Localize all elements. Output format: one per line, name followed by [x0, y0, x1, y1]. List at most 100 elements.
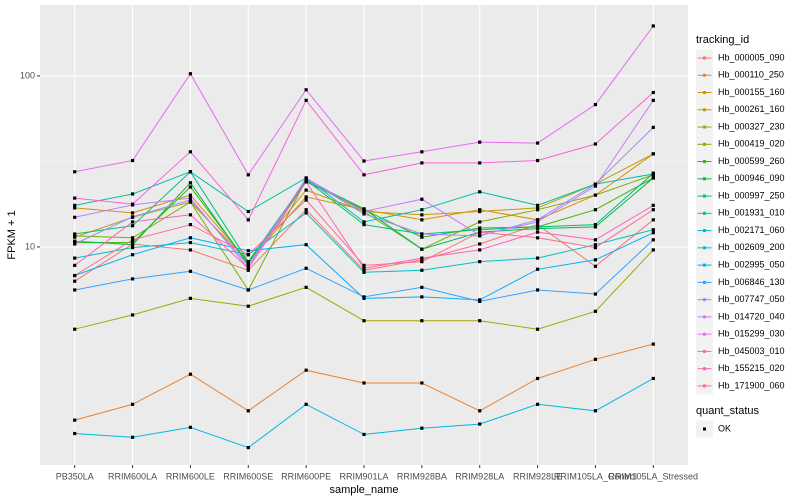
legend: tracking_id Hb_000005_090 Hb_000110_250 Hb_… — [696, 34, 785, 438]
legend-point — [703, 280, 706, 284]
data-point — [478, 190, 482, 194]
legend-label: Hb_000419_020 — [718, 139, 785, 149]
legend-label: Hb_000997_250 — [718, 190, 785, 200]
data-point — [304, 88, 308, 92]
data-point — [478, 161, 482, 165]
data-point — [420, 235, 424, 239]
data-point — [651, 24, 655, 28]
data-point — [420, 258, 424, 262]
data-point — [651, 342, 655, 346]
data-point — [188, 223, 193, 227]
data-point — [478, 209, 482, 214]
data-point — [362, 263, 366, 267]
data-point — [535, 402, 540, 406]
data-point — [420, 218, 424, 222]
legend-title: quant_status — [696, 405, 759, 417]
data-point — [593, 184, 598, 188]
data-point — [420, 256, 424, 260]
legend-label: Hb_000110_250 — [718, 70, 784, 80]
data-point — [188, 193, 193, 197]
data-point — [362, 223, 366, 227]
data-point — [304, 211, 308, 215]
data-point — [420, 208, 424, 212]
legend-point — [703, 108, 706, 112]
data-point — [130, 211, 135, 215]
data-point — [535, 220, 540, 224]
data-point — [593, 309, 598, 313]
data-point — [593, 182, 598, 186]
data-point — [478, 226, 482, 230]
legend-label: Hb_000261_160 — [718, 104, 785, 114]
data-point — [478, 409, 482, 413]
data-point — [362, 209, 366, 214]
data-point — [73, 242, 77, 246]
legend-point — [703, 177, 706, 181]
data-point — [478, 233, 482, 237]
legend-point — [703, 125, 706, 129]
legend-label: Hb_155215_020 — [718, 363, 785, 373]
data-point — [130, 238, 135, 242]
data-point — [73, 215, 77, 219]
data-point — [130, 236, 135, 240]
data-point — [188, 196, 193, 200]
lines — [73, 24, 655, 450]
data-point — [593, 193, 598, 197]
data-point — [420, 213, 424, 217]
legend-label: Hb_002609_200 — [718, 242, 785, 252]
data-point — [535, 288, 540, 292]
data-point — [478, 140, 482, 144]
data-point — [130, 215, 135, 219]
data-point — [593, 102, 598, 107]
x-tick-label: RRIM928BA — [397, 471, 447, 481]
data-point — [188, 170, 193, 174]
data-point — [304, 176, 308, 180]
data-point — [73, 196, 77, 200]
legend-label: OK — [718, 423, 731, 433]
data-point — [188, 200, 193, 204]
data-point — [130, 253, 135, 257]
data-point — [535, 256, 540, 260]
data-point — [304, 98, 308, 102]
legend-point — [703, 315, 706, 319]
data-point — [362, 220, 366, 224]
data-point — [362, 270, 366, 274]
legend-label: Hb_000005_090 — [718, 52, 785, 62]
data-point — [246, 218, 250, 222]
data-point — [535, 376, 540, 381]
data-point — [304, 180, 308, 184]
data-point — [420, 247, 424, 251]
data-point — [130, 313, 135, 317]
data-point — [188, 181, 193, 185]
legend-label: Hb_014720_040 — [718, 311, 785, 321]
data-point — [535, 203, 540, 207]
data-point — [246, 304, 250, 308]
data-point — [73, 273, 77, 278]
legend-point — [703, 367, 706, 371]
data-point — [304, 188, 308, 192]
data-point — [651, 208, 655, 212]
data-point — [130, 220, 135, 224]
data-point — [188, 236, 193, 240]
x-tick-label: PB350LA — [56, 471, 94, 481]
x-tick-label: RRIM600LE — [166, 471, 215, 481]
data-point — [73, 263, 77, 267]
data-point — [651, 152, 655, 156]
data-point — [188, 269, 193, 273]
data-point — [478, 208, 482, 212]
legend-label: Hb_000946_090 — [718, 173, 785, 183]
data-point — [593, 225, 598, 229]
data-point — [535, 223, 540, 227]
data-point — [246, 260, 250, 264]
data-point — [651, 90, 655, 95]
legend-label: Hb_000599_260 — [718, 156, 785, 166]
data-point — [420, 161, 424, 165]
data-point — [535, 226, 540, 231]
data-point — [304, 285, 308, 289]
x-tick-label: RRIM928LE — [513, 471, 562, 481]
y-tick-label: 100 — [20, 70, 35, 80]
data-point — [188, 248, 193, 252]
data-point — [593, 264, 598, 268]
data-point — [651, 176, 655, 180]
legend-label: Hb_000327_230 — [718, 121, 785, 131]
